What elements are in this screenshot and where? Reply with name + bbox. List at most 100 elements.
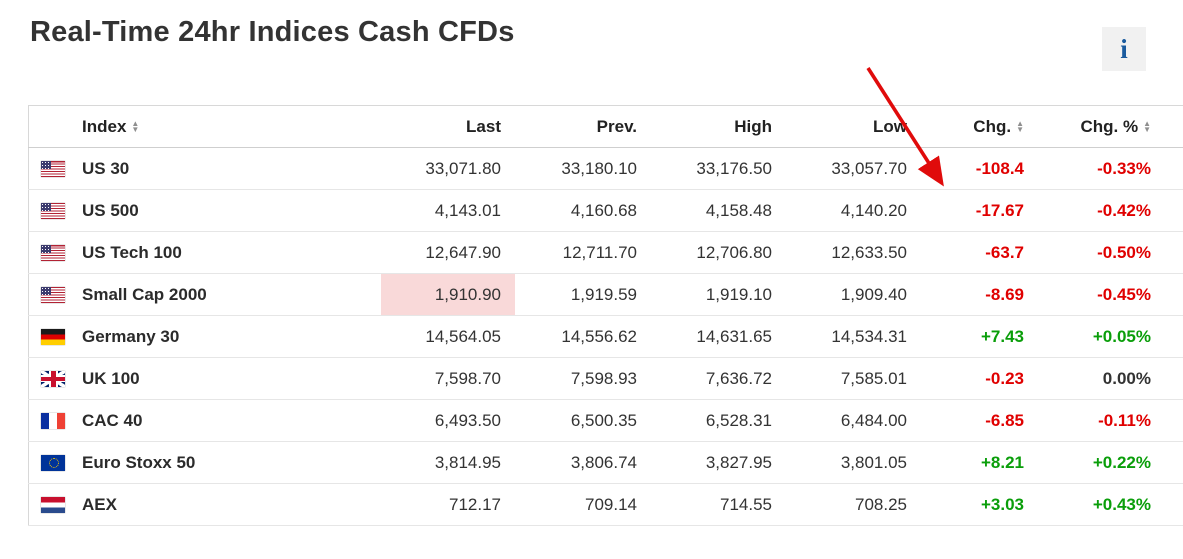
index-cell[interactable]: UK 100	[29, 358, 382, 400]
change-pct-cell: -0.50%	[1038, 232, 1165, 274]
change-pct-cell: -0.45%	[1038, 274, 1165, 316]
change-pct-cell: +0.05%	[1038, 316, 1165, 358]
flag-us-icon	[41, 161, 65, 177]
index-cell[interactable]: US 30	[29, 148, 382, 190]
last-cell: 33,071.80	[381, 148, 515, 190]
sort-icon[interactable]: ▲▼	[1143, 121, 1151, 133]
index-cell[interactable]: AEX	[29, 484, 382, 526]
prev-cell: 3,806.74	[515, 442, 651, 484]
time-cell: 03:06:38	[1165, 148, 1183, 190]
index-name[interactable]: Euro Stoxx 50	[82, 453, 195, 472]
index-name[interactable]: US Tech 100	[82, 243, 182, 262]
high-cell: 6,528.31	[651, 400, 786, 442]
change-cell: -63.7	[921, 232, 1038, 274]
prev-cell: 33,180.10	[515, 148, 651, 190]
change-cell: +3.03	[921, 484, 1038, 526]
index-cell[interactable]: CAC 40	[29, 400, 382, 442]
sort-icon[interactable]: ▲▼	[131, 121, 139, 133]
index-name[interactable]: Small Cap 2000	[82, 285, 207, 304]
column-header-prev: Prev.	[515, 106, 651, 148]
change-pct-cell: +0.43%	[1038, 484, 1165, 526]
time-cell: 03:06:38	[1165, 316, 1183, 358]
high-cell: 1,919.10	[651, 274, 786, 316]
low-cell: 7,585.01	[786, 358, 921, 400]
flag-de-icon	[41, 329, 65, 345]
last-cell: 7,598.70	[381, 358, 515, 400]
last-cell: 3,814.95	[381, 442, 515, 484]
change-cell: -6.85	[921, 400, 1038, 442]
low-cell: 3,801.05	[786, 442, 921, 484]
time-cell: 03:06:07	[1165, 442, 1183, 484]
index-cell[interactable]: Euro Stoxx 50	[29, 442, 382, 484]
column-label: Chg.	[973, 117, 1011, 136]
column-header-chg[interactable]: Chg. ▲▼	[921, 106, 1038, 148]
high-cell: 7,636.72	[651, 358, 786, 400]
low-cell: 12,633.50	[786, 232, 921, 274]
last-cell: 14,564.05	[381, 316, 515, 358]
low-cell: 708.25	[786, 484, 921, 526]
time-cell: 03:06:36	[1165, 484, 1183, 526]
column-header-chg[interactable]: Chg. %▲▼	[1038, 106, 1165, 148]
flag-gb-icon	[41, 371, 65, 387]
prev-cell: 7,598.93	[515, 358, 651, 400]
high-cell: 33,176.50	[651, 148, 786, 190]
high-cell: 12,706.80	[651, 232, 786, 274]
index-cell[interactable]: Small Cap 2000	[29, 274, 382, 316]
flag-us-icon	[41, 245, 65, 261]
column-label: Low	[873, 117, 907, 136]
time-cell: 03:06:37	[1165, 358, 1183, 400]
change-pct-cell: 0.00%	[1038, 358, 1165, 400]
column-label: Last	[466, 117, 501, 136]
change-pct-cell: -0.33%	[1038, 148, 1165, 190]
high-cell: 4,158.48	[651, 190, 786, 232]
flag-eu-icon	[41, 455, 65, 471]
index-name[interactable]: UK 100	[82, 369, 140, 388]
index-name[interactable]: US 500	[82, 201, 139, 220]
index-cell[interactable]: US Tech 100	[29, 232, 382, 274]
index-cell[interactable]: US 500	[29, 190, 382, 232]
index-cell[interactable]: Germany 30	[29, 316, 382, 358]
change-cell: +8.21	[921, 442, 1038, 484]
time-cell: 03:06:40	[1165, 274, 1183, 316]
low-cell: 4,140.20	[786, 190, 921, 232]
info-button[interactable]: i	[1102, 27, 1146, 71]
sort-icon[interactable]: ▲▼	[1016, 121, 1024, 133]
prev-cell: 12,711.70	[515, 232, 651, 274]
prev-cell: 14,556.62	[515, 316, 651, 358]
column-header-index[interactable]: Index ▲▼	[29, 106, 382, 148]
change-cell: +7.43	[921, 316, 1038, 358]
change-pct-cell: -0.42%	[1038, 190, 1165, 232]
index-name[interactable]: Germany 30	[82, 327, 179, 346]
change-cell: -0.23	[921, 358, 1038, 400]
column-header-high: High	[651, 106, 786, 148]
index-name[interactable]: US 30	[82, 159, 129, 178]
high-cell: 3,827.95	[651, 442, 786, 484]
change-cell: -8.69	[921, 274, 1038, 316]
change-cell: -108.4	[921, 148, 1038, 190]
index-name[interactable]: AEX	[82, 495, 117, 514]
column-header-time[interactable]: Time▲▼	[1165, 106, 1183, 148]
last-cell: 1,910.90	[381, 274, 515, 316]
prev-cell: 1,919.59	[515, 274, 651, 316]
prev-cell: 709.14	[515, 484, 651, 526]
low-cell: 14,534.31	[786, 316, 921, 358]
column-header-last: Last	[381, 106, 515, 148]
low-cell: 1,909.40	[786, 274, 921, 316]
index-name[interactable]: CAC 40	[82, 411, 142, 430]
table-row-aex[interactable]: AEX712.17709.14714.55708.25+3.03+0.43%03…	[29, 484, 1183, 526]
time-cell: 03:06:37	[1165, 400, 1183, 442]
change-cell: -17.67	[921, 190, 1038, 232]
prev-cell: 6,500.35	[515, 400, 651, 442]
info-icon: i	[1120, 36, 1128, 63]
flag-nl-icon	[41, 497, 65, 513]
column-label: Index	[82, 117, 126, 136]
